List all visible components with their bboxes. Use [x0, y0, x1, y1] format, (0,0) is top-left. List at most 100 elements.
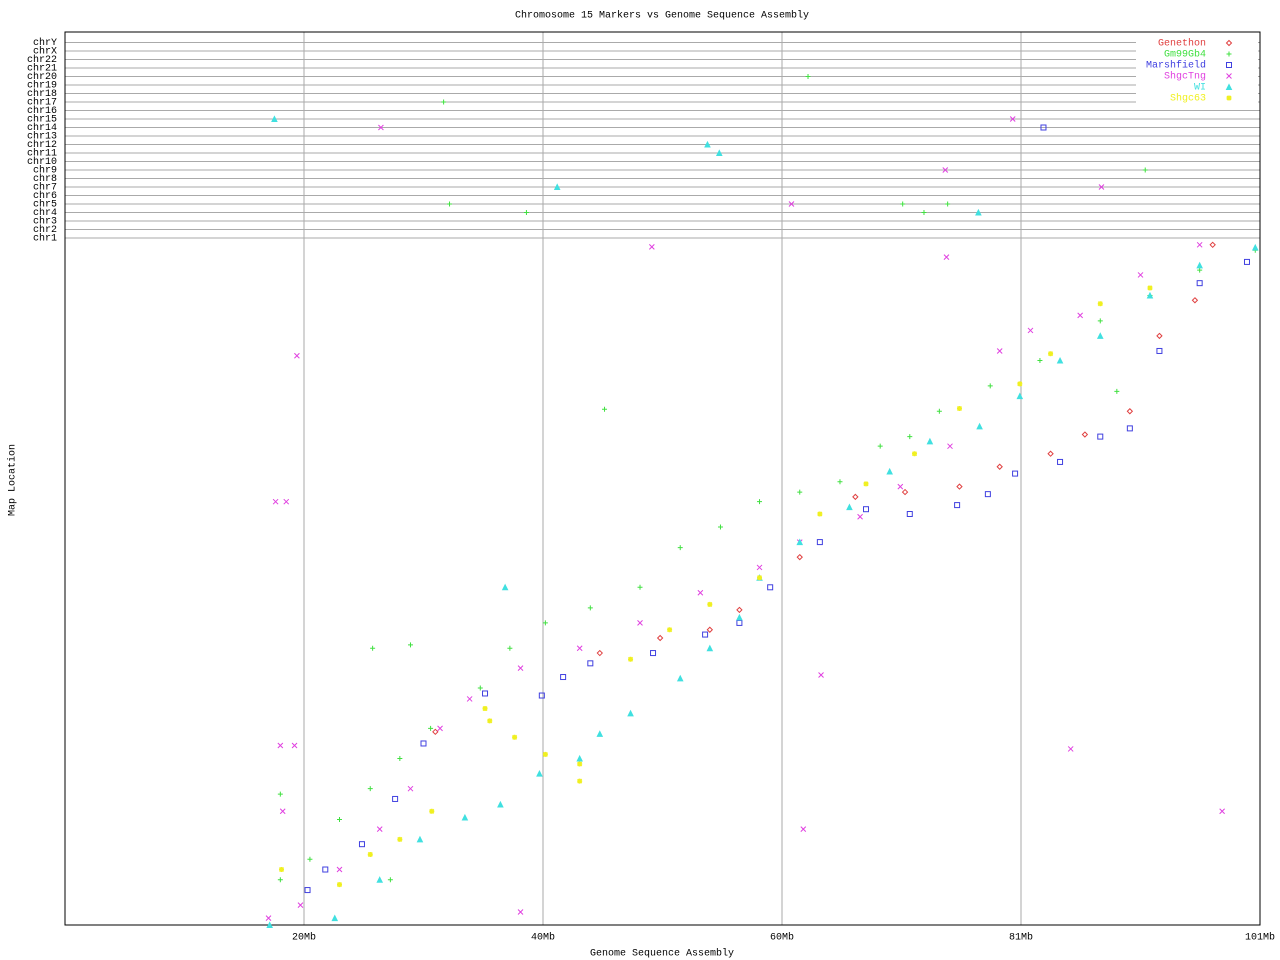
y-category-label: chr10	[27, 156, 57, 168]
data-point	[637, 620, 643, 626]
data-point	[1097, 433, 1104, 440]
data-point	[278, 866, 285, 873]
y-category-label: chrX	[33, 46, 57, 58]
legend-label: Shgc63	[1170, 93, 1206, 105]
data-point	[1197, 267, 1203, 273]
data-point	[416, 835, 424, 843]
legend-label: Genethon	[1158, 38, 1206, 50]
data-point	[331, 914, 339, 922]
data-point	[587, 605, 593, 611]
data-point	[482, 706, 488, 712]
data-point	[1012, 470, 1019, 477]
y-category-label: chr14	[27, 122, 57, 134]
y-category-label: chr18	[27, 88, 57, 100]
y-category-label: chr21	[27, 63, 57, 75]
data-point	[277, 742, 284, 749]
data-point	[987, 383, 993, 389]
data-point	[956, 483, 963, 490]
y-category-label: chr8	[33, 173, 57, 185]
data-point	[407, 785, 414, 792]
data-point	[1017, 381, 1023, 387]
y-category-label: chr3	[33, 216, 57, 228]
legend-marker	[1225, 39, 1233, 47]
data-point	[954, 502, 961, 509]
data-point	[736, 619, 743, 626]
y-category-label: chr11	[27, 148, 57, 160]
data-point	[560, 674, 567, 681]
data-point	[432, 728, 439, 736]
data-point	[800, 826, 807, 832]
data-point	[677, 545, 683, 551]
data-point	[576, 645, 583, 652]
data-point	[897, 483, 904, 490]
data-point	[336, 817, 342, 823]
data-point	[367, 786, 373, 792]
other-chr-point	[704, 140, 711, 148]
data-point	[1081, 431, 1089, 438]
other-chr-point	[271, 115, 278, 122]
y-category-label: chr7	[33, 182, 57, 194]
data-point	[536, 769, 543, 777]
data-point	[1096, 332, 1104, 339]
data-point	[1126, 425, 1133, 432]
data-point	[1196, 261, 1203, 269]
data-point	[517, 909, 524, 915]
data-point	[428, 725, 434, 731]
y-category-label: chr13	[27, 131, 57, 143]
data-point	[817, 511, 823, 517]
data-point	[816, 539, 823, 546]
data-point	[358, 841, 365, 848]
legend-label: Gm99Gb4	[1164, 49, 1206, 61]
data-point	[1146, 291, 1154, 299]
x-axis-label: Genome Sequence Assembly	[590, 948, 734, 960]
other-chr-point	[900, 201, 906, 207]
x-tick-label: 81Mb	[1009, 932, 1033, 944]
legend-marker	[1226, 73, 1232, 79]
data-point	[307, 856, 313, 862]
data-point	[487, 718, 493, 724]
data-point	[437, 725, 443, 732]
data-point	[283, 498, 290, 505]
data-point	[370, 645, 376, 651]
data-point	[294, 352, 300, 359]
data-point	[976, 422, 983, 430]
y-category-label: chr17	[27, 97, 57, 109]
data-point	[429, 808, 435, 814]
data-point	[796, 538, 804, 546]
y-axis-label: Map Location	[7, 444, 19, 516]
data-point	[650, 650, 657, 657]
data-point	[304, 887, 311, 894]
data-point	[936, 408, 942, 414]
data-point	[656, 634, 664, 642]
other-chr-point	[942, 167, 949, 173]
data-point	[322, 866, 329, 873]
data-point	[1137, 272, 1144, 278]
data-point	[1156, 332, 1163, 340]
data-point	[676, 674, 684, 682]
legend-marker	[1225, 83, 1233, 90]
other-chr-point	[1142, 167, 1148, 173]
data-point	[1057, 458, 1064, 465]
data-point	[906, 511, 913, 517]
data-point	[1067, 746, 1074, 752]
legend-marker	[1226, 95, 1232, 101]
data-point	[756, 564, 763, 571]
data-point	[420, 740, 427, 747]
data-point	[1027, 327, 1034, 334]
data-point	[277, 877, 283, 883]
y-category-label: chr22	[27, 54, 57, 66]
other-chr-point	[523, 210, 529, 215]
data-point	[702, 631, 709, 638]
data-point	[477, 685, 483, 691]
data-point	[846, 503, 853, 511]
data-point	[907, 434, 913, 440]
data-point	[857, 513, 863, 520]
data-point	[863, 506, 870, 513]
data-point	[926, 437, 934, 445]
data-point	[376, 826, 383, 832]
other-chr-point	[553, 183, 561, 190]
data-point	[1056, 356, 1064, 364]
data-point	[984, 491, 991, 498]
